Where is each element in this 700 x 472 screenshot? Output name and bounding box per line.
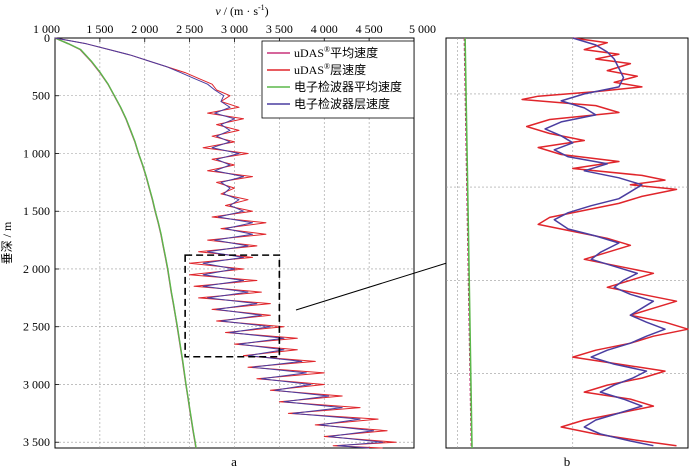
svg-text:uDAS®层速度: uDAS®层速度 xyxy=(294,62,366,77)
panel-b: b xyxy=(445,37,689,469)
zoom-arrow xyxy=(295,256,467,311)
legend-entry-udas-average: uDAS®平均速度 xyxy=(267,45,378,60)
x-tick-label: 1 000 xyxy=(33,22,60,36)
y-tick-label: 500 xyxy=(32,89,50,103)
x-tick-label: 4 500 xyxy=(356,22,383,36)
legend: uDAS®平均速度 uDAS®层速度 电子检波器平均速度 电子检波器层速度 xyxy=(261,40,415,119)
x-tick-label: 3 000 xyxy=(221,22,248,36)
plot-area-b xyxy=(445,37,689,449)
series-line-b-电子检波器层速度 xyxy=(544,37,666,447)
y-tick-label: 1 000 xyxy=(23,146,50,160)
x-tick-labels-a: 1 000 1 500 2 000 2 500 3 000 3 500 4 000 4 500… xyxy=(33,22,436,36)
legend-entry-udas-interval: uDAS®层速度 xyxy=(267,62,366,77)
x-tick-label: 1 500 xyxy=(86,22,113,36)
legend-entry-geophone-average: 电子检波器平均速度 xyxy=(267,79,402,94)
y-tick-label: 1 500 xyxy=(23,204,50,218)
series-line-b-udas-层速度 xyxy=(521,37,689,447)
series-line-udas-层速度 xyxy=(54,37,397,449)
x-tick-label: 2 500 xyxy=(176,22,203,36)
y-tick-label: 0 xyxy=(44,31,50,45)
ticks-a xyxy=(54,37,415,443)
svg-text:uDAS®平均速度: uDAS®平均速度 xyxy=(294,45,378,60)
y-axis-title: 垂深 / m xyxy=(0,221,14,264)
legend-box xyxy=(261,40,415,119)
series-b xyxy=(463,37,689,449)
series-line-b-电子检波器平均速度 xyxy=(464,37,473,449)
zoom-box xyxy=(184,254,281,358)
svg-text:电子检波器层速度: 电子检波器层速度 xyxy=(294,96,390,111)
series-line-电子检波器层速度 xyxy=(54,37,384,449)
x-tick-label: 2 000 xyxy=(131,22,158,36)
x-axis-title: v / (m · s-1) xyxy=(215,3,268,18)
series-line-电子检波器平均速度 xyxy=(54,37,197,449)
legend-entry-geophone-interval: 电子检波器层速度 xyxy=(267,96,390,111)
x-axis-title-close: ) xyxy=(265,4,269,18)
y-tick-labels-a: 0 500 1 000 1 500 2 000 2 500 3 000 3 500 xyxy=(23,31,50,449)
panel-label-b: b xyxy=(564,454,571,469)
x-axis-title-var: v xyxy=(215,4,221,18)
y-tick-label: 2 500 xyxy=(23,320,50,334)
panel-a: 1 000 1 500 2 000 2 500 3 000 3 500 4 000 4 500… xyxy=(0,3,471,469)
x-axis-title-unit: / (m · s xyxy=(221,4,259,18)
y-tick-label: 3 500 xyxy=(23,435,50,449)
y-tick-label: 3 000 xyxy=(23,377,50,391)
x-tick-label: 5 000 xyxy=(409,22,436,36)
y-tick-label: 2 000 xyxy=(23,262,50,276)
x-tick-label: 3 500 xyxy=(266,22,293,36)
svg-text:电子检波器平均速度: 电子检波器平均速度 xyxy=(294,79,402,94)
x-axis-title-sup: -1 xyxy=(258,3,265,12)
x-tick-label: 4 000 xyxy=(311,22,338,36)
series-a xyxy=(54,37,397,449)
panel-label-a: a xyxy=(231,454,237,469)
